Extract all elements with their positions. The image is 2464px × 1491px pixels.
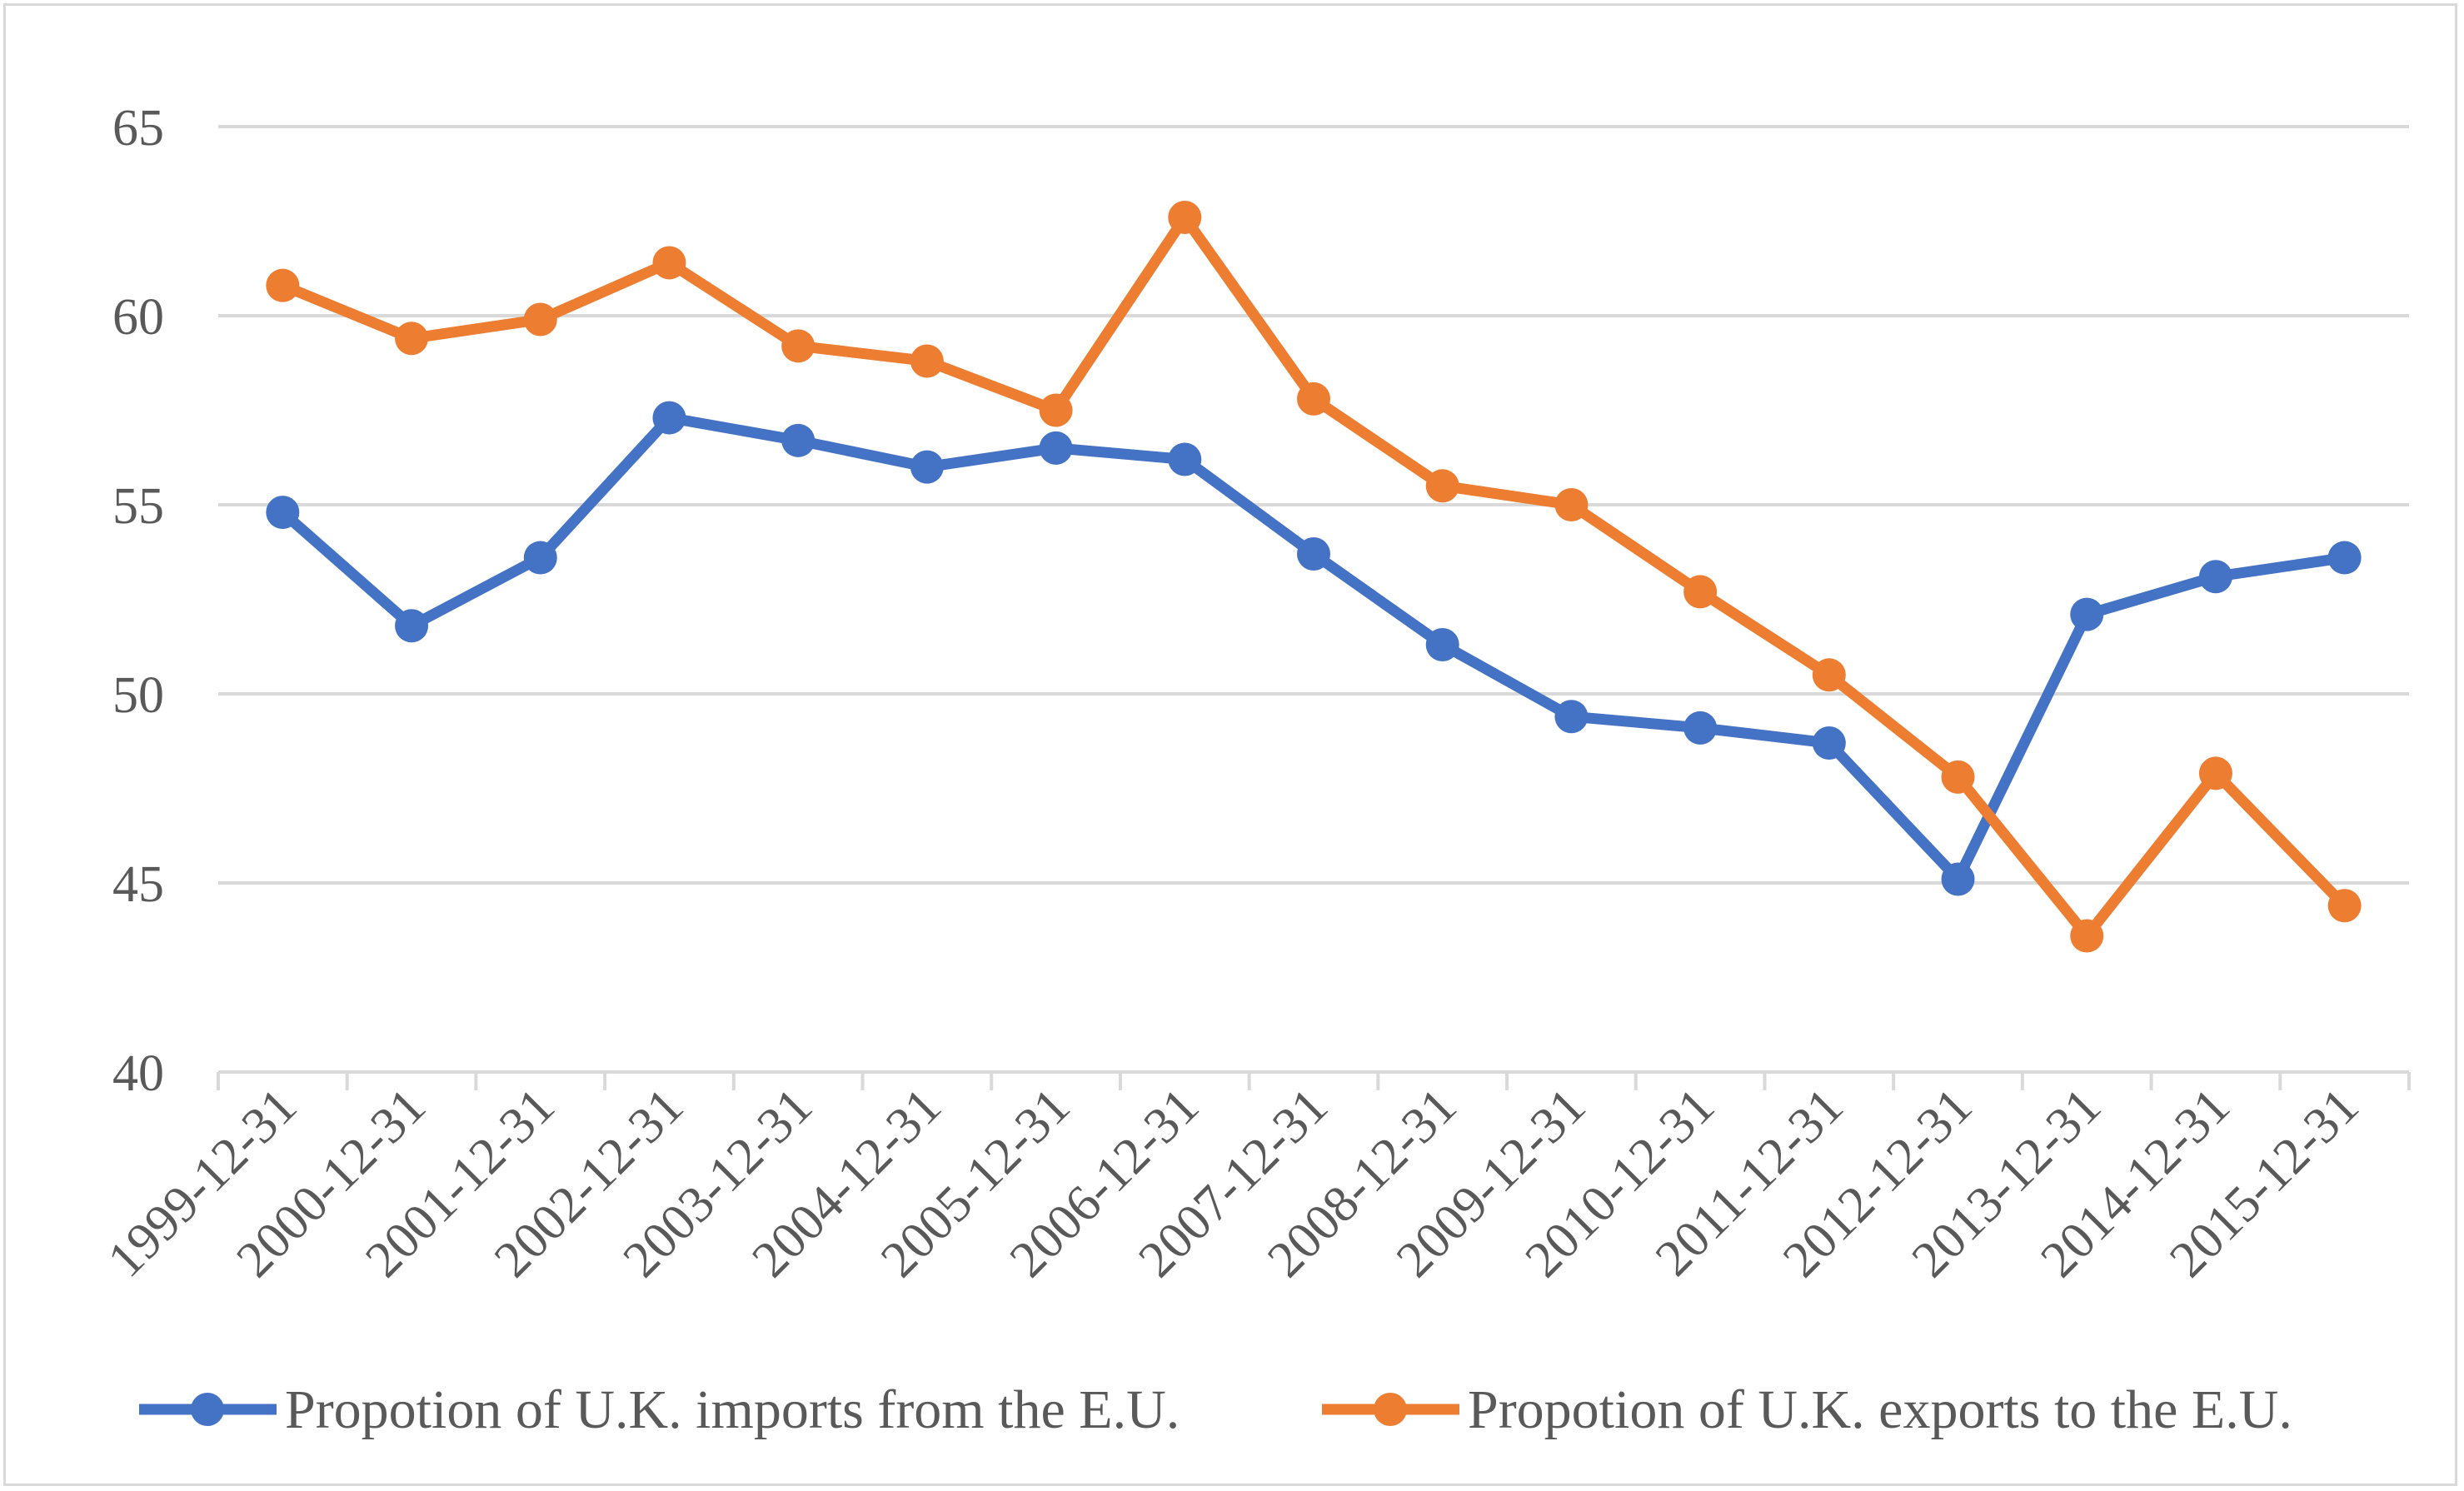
data-point [781,329,816,363]
legend-label: Propotion of U.K. exports to the E.U. [1468,1379,2292,1440]
data-point [1297,381,1330,416]
data-point [1297,537,1330,571]
y-tick-label: 65 [112,100,164,157]
data-point [1683,711,1718,745]
data-point [1941,862,1975,896]
gridlines [218,125,2409,885]
y-tick-label: 45 [112,856,164,913]
data-series [266,200,2362,953]
line-chart: 40 45 50 55 60 65 1999-12-312000-12-312001-12… [97,100,2411,1440]
data-point [2070,597,2104,631]
legend-label: Propotion of U.K. imports from the E.U. [285,1379,1180,1440]
y-axis-tick-labels: 40 45 50 55 60 65 [112,100,164,1102]
data-point [395,322,429,356]
data-point [266,496,300,530]
data-point [2327,541,2362,575]
data-point [1554,488,1589,521]
data-point [523,302,557,337]
data-point [395,609,429,643]
series-line [280,212,2349,942]
data-point [2070,919,2104,953]
y-tick-label: 50 [112,667,164,724]
y-tick-label: 40 [112,1045,164,1102]
data-point [910,450,944,484]
data-point [1168,200,1202,234]
series-1 [266,401,2362,896]
data-point [1425,627,1459,661]
chart-frame: 40 45 50 55 60 65 1999-12-31 2000-12-31 2001-12… [3,3,2457,1486]
x-axis [217,1070,2411,1090]
data-point [1554,700,1589,734]
y-tick-label: 60 [112,289,164,346]
data-point [910,344,944,378]
data-point [1812,658,1846,692]
data-point [781,423,816,457]
data-point [652,401,686,435]
data-point [2327,889,2362,923]
legend-item-2: Propotion of U.K. exports to the E.U. [1322,1379,2292,1440]
data-point [1168,442,1202,476]
data-point [1941,760,1975,794]
x-axis-tick-labels: 1999-12-312000-12-312001-12-312002-12-31… [97,1078,2370,1289]
data-point [1683,575,1718,609]
data-point [1039,431,1073,465]
data-point [652,246,686,280]
legend-item-1: Propotion of U.K. imports from the E.U. [139,1379,1180,1440]
data-point [1039,393,1073,427]
data-point [266,268,300,302]
series-line [279,412,2346,885]
legend: Propotion of U.K. imports from the E.U. P… [139,1379,2292,1440]
legend-swatch-marker [1374,1393,1407,1426]
data-point [523,541,557,575]
y-tick-label: 55 [112,478,164,535]
data-point [2198,560,2232,594]
data-point [1425,469,1459,503]
legend-swatch-marker [191,1393,224,1426]
data-point [1812,726,1846,760]
data-point [2198,756,2232,790]
series-2 [266,200,2362,953]
